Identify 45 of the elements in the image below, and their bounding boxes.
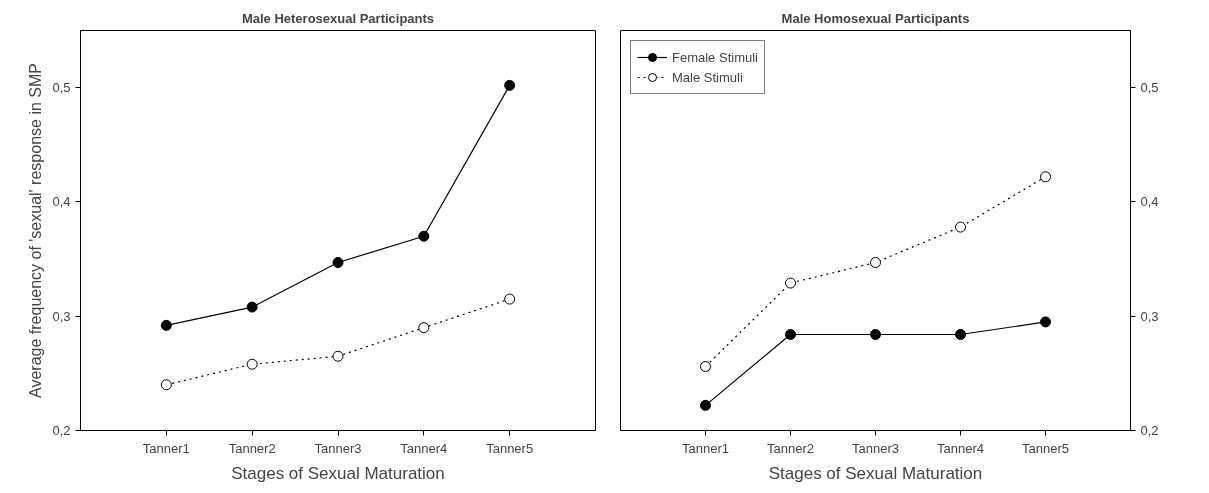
point	[332, 350, 344, 362]
y-tick-label: 0,4	[52, 194, 71, 210]
x-tick-label: Tanner3	[852, 440, 899, 456]
point	[504, 293, 516, 305]
x-tick-label: Tanner4	[400, 440, 448, 456]
point	[1040, 171, 1051, 183]
point	[700, 361, 711, 372]
point	[955, 221, 966, 233]
point	[160, 319, 172, 331]
y-tick-label: 0,5	[52, 80, 71, 96]
point	[1040, 316, 1051, 328]
point	[246, 301, 258, 313]
point	[870, 329, 881, 340]
y-tick-label: 0,5	[1140, 80, 1159, 96]
point	[785, 277, 796, 289]
y-tick-label: 0,2	[52, 423, 71, 438]
point	[700, 399, 711, 411]
point	[870, 257, 881, 268]
chart-title: Male Heterosexual Participants	[241, 10, 435, 26]
point	[160, 379, 172, 391]
point	[504, 79, 516, 91]
x-tick-label: Tanner2	[228, 440, 276, 456]
x-tick-label: Tanner5	[486, 440, 534, 456]
x-tick-label: Tanner3	[314, 440, 362, 456]
x-tick-label: Tanner5	[1022, 440, 1069, 456]
x-axis-title: Stages of Sexual Maturation	[768, 463, 983, 483]
point	[418, 230, 430, 242]
y-axis-title: Average frequency of 'sexual' response in SMP	[27, 63, 45, 398]
legend-label: Male Stimuli	[672, 68, 743, 87]
point	[418, 322, 430, 334]
x-tick-label: Tanner1	[142, 440, 190, 456]
point	[332, 257, 344, 268]
y-tick-label: 0,3	[1140, 308, 1159, 324]
y-tick-label: 0,4	[1140, 194, 1159, 210]
y-tick-label: 0,3	[52, 308, 71, 324]
x-axis-title: Stages of Sexual Maturation	[231, 463, 445, 483]
point	[246, 358, 258, 370]
y-tick-label: 0,2	[1140, 423, 1159, 438]
x-tick-label: Tanner2	[767, 440, 814, 456]
chart-title: Male Homosexual Participants	[781, 10, 970, 26]
point	[785, 329, 796, 340]
point	[955, 329, 966, 340]
legend-label: Female Stimuli	[672, 48, 758, 67]
x-tick-label: Tanner4	[937, 440, 984, 456]
x-tick-label: Tanner1	[682, 440, 729, 456]
